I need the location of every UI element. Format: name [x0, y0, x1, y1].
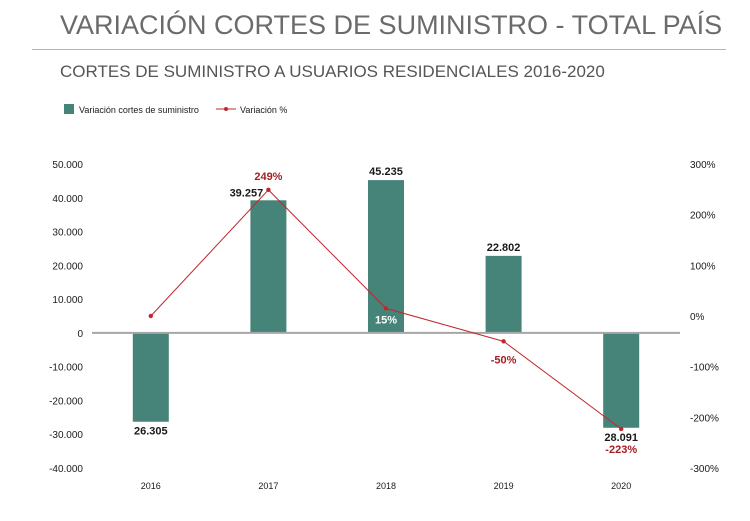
y-right-tick-label: 200% — [690, 211, 716, 222]
line-point — [266, 187, 271, 193]
chart-title: VARIACIÓN CORTES DE SUMINISTRO - TOTAL P… — [60, 10, 723, 40]
line-value-label: -50% — [491, 354, 517, 366]
bar — [485, 255, 522, 333]
legend-swatch-bars — [64, 104, 74, 114]
y-left-tick-label: -30.000 — [49, 430, 83, 441]
bar — [603, 332, 640, 428]
line-value-label: 15% — [375, 314, 397, 326]
y-left-tick-label: 40.000 — [52, 194, 83, 205]
line-value-label: -223% — [605, 444, 637, 456]
y-left-tick-label: 50.000 — [52, 160, 83, 171]
legend-line-dot — [224, 107, 228, 111]
y-left-tick-label: 10.000 — [52, 295, 83, 306]
line-point — [501, 339, 506, 344]
bar-value-label: 45.235 — [369, 166, 403, 178]
bar — [132, 332, 169, 422]
bar-value-label: 22.802 — [487, 242, 521, 254]
x-tick-label: 2018 — [376, 481, 396, 491]
chart-subtitle: CORTES DE SUMINISTRO A USUARIOS RESIDENC… — [60, 62, 605, 81]
y-right-tick-label: -100% — [690, 363, 719, 374]
y-right-tick-label: -300% — [690, 464, 719, 475]
y-left-tick-label: -40.000 — [49, 464, 83, 475]
bar — [250, 200, 287, 333]
bar-value-label: 28.091 — [604, 432, 638, 444]
y-left-tick-label: 30.000 — [52, 228, 83, 239]
y-right-tick-label: -200% — [690, 413, 719, 424]
bar-value-label: 26.305 — [134, 426, 168, 438]
y-left-tick-label: 0 — [77, 329, 83, 340]
y-right-tick-label: 0% — [690, 312, 705, 323]
line-point — [148, 313, 153, 319]
line-value-label: 249% — [254, 171, 282, 183]
y-left-tick-label: -10.000 — [49, 363, 83, 374]
y-left-tick-label: -20.000 — [49, 396, 83, 407]
y-left-tick-label: 20.000 — [52, 261, 83, 272]
x-tick-label: 2016 — [141, 481, 161, 491]
line-point — [619, 426, 624, 432]
y-right-tick-label: 300% — [690, 160, 716, 171]
title-divider — [32, 49, 726, 50]
x-tick-label: 2017 — [258, 481, 278, 491]
bar-value-label: 39.257 — [230, 187, 264, 199]
x-tick-label: 2019 — [494, 481, 514, 491]
legend-label-bars: Variación cortes de suministro — [79, 105, 199, 115]
legend-label-line: Variación % — [240, 105, 287, 115]
y-right-tick-label: 100% — [690, 261, 716, 272]
line-point — [383, 306, 389, 311]
x-tick-label: 2020 — [611, 481, 631, 491]
